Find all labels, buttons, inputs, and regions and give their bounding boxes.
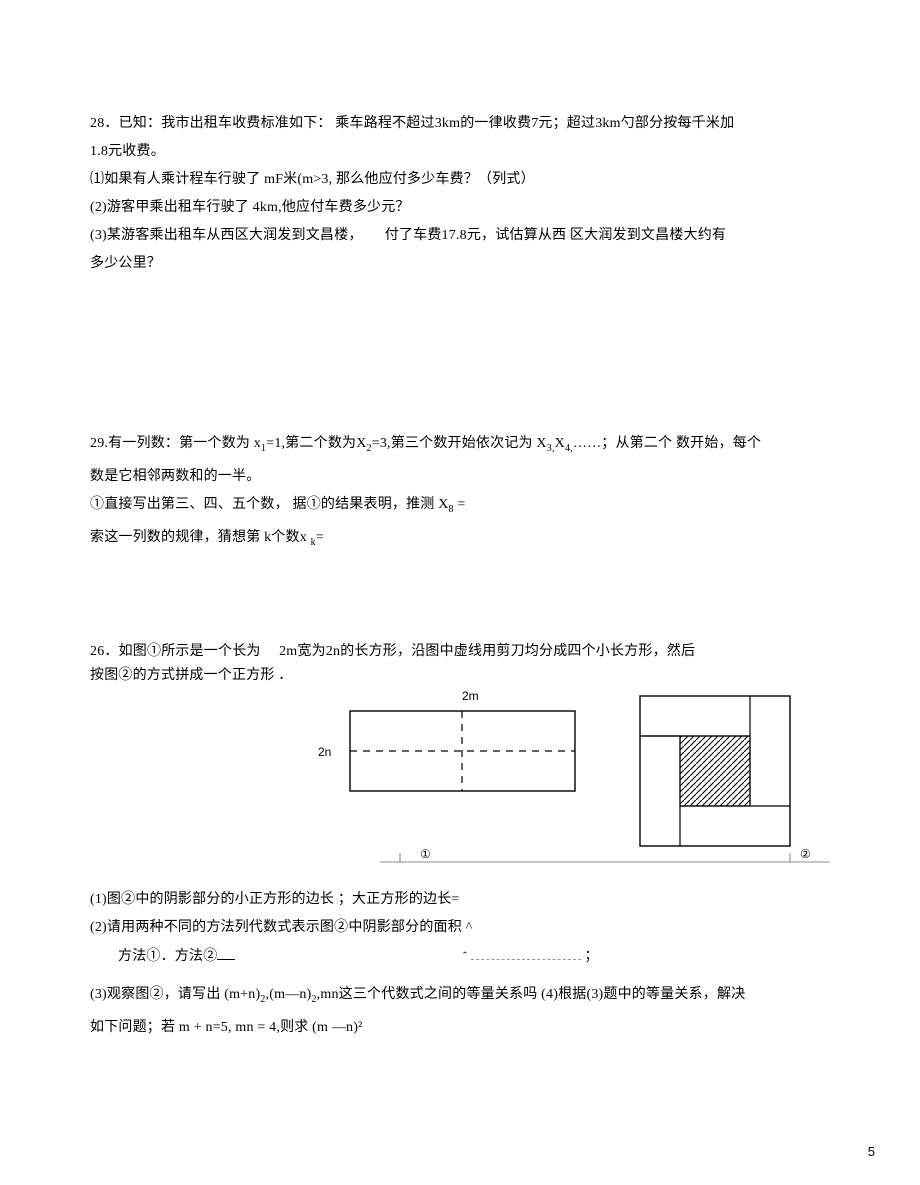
- problem-29: 29.有一列数：第一个数为 x1=1,第二个数为X2=3,第三个数开始依次记为 …: [90, 430, 830, 556]
- q26-f3b: ；: [584, 949, 598, 964]
- q29-l1b: =1,第二个数为X: [266, 436, 366, 451]
- q29-l3a: ①直接写出第三、四、五个数， 据①的结果表明，推测 X: [90, 497, 449, 512]
- blank-1: [217, 947, 235, 960]
- q28-number: 28: [90, 116, 104, 131]
- q26-f4c: ,mn这三个代数式之间的等量关系吗 (4)根据(3)题中的等量关系，解决: [317, 987, 746, 1002]
- label-2m: 2m: [462, 689, 479, 703]
- q26-l2: 按图②的方式拼成一个正方形 ．: [90, 666, 830, 686]
- caret-1: ˆ: [463, 949, 467, 963]
- q28-l5: 多少公里？: [90, 250, 830, 278]
- q29-l2: 数是它相邻两数和的一半。: [90, 463, 830, 491]
- q26-f1: (1)图②中的阴影部分的小正方形的边长 ；大正方形的边长=: [90, 886, 830, 914]
- q28-l4a: (3)某游客乘出租车从西区大润发到文昌楼，: [90, 228, 363, 243]
- problem-28: 28．已知：我市出租车收费标准如下： 乘车路程不超过3km的一律收费7元；超过3…: [90, 110, 830, 278]
- hatched-center: [680, 736, 750, 806]
- page-number: 5: [868, 1144, 875, 1159]
- q29-l1e: ……；从第二个 数开始，每个: [573, 436, 761, 451]
- problem-26: 26．如图①所示是一个长为 2m宽为2n的长方形，沿图中虚线用剪刀均分成四个小长…: [90, 638, 830, 1042]
- q29-l4a: 索这一列数的规律，猜想第 k个数x: [90, 530, 311, 545]
- label-circle-1: ①: [420, 847, 431, 861]
- q29-sub3: 3,: [547, 443, 555, 454]
- q26-f2: (2)请用两种不同的方法列代数式表示图②中阴影部分的面积 ^: [90, 914, 830, 942]
- label-2n: 2n: [318, 745, 331, 759]
- spacer-1: [90, 290, 830, 430]
- q26-f4a: (3)观察图②，请写出 (m+n): [90, 987, 260, 1002]
- q28-l2: ⑴如果有人乘计程车行驶了 mF米(m>3, 那么他应付多少车费？（列式）: [90, 166, 830, 194]
- q29-line4: 索这一列数的规律，猜想第 k个数x k=: [90, 524, 830, 557]
- q26-f4b: ,(m—n): [266, 987, 312, 1002]
- q29-line3: ①直接写出第三、四、五个数， 据①的结果表明，推测 X8 =: [90, 491, 830, 524]
- q29-l1c: =3,第三个数开始依次记为 X: [372, 436, 547, 451]
- page: 28．已知：我市出租车收费标准如下： 乘车路程不超过3km的一律收费7元；超过3…: [0, 0, 920, 1185]
- q26-f4: (3)观察图②，请写出 (m+n)2,(m—n)2,mn这三个代数式之间的等量关…: [90, 981, 830, 1014]
- q28-line1: 28．已知：我市出租车收费标准如下： 乘车路程不超过3km的一律收费7元；超过3…: [90, 110, 830, 138]
- q29-sub4: 4,: [565, 443, 573, 454]
- q26-number: 26: [90, 644, 104, 659]
- q28-l1b: 1.8元收费。: [90, 138, 830, 166]
- q26-f5: 如下问题；若 m + n=5, mn = 4,则求 (m —n)²: [90, 1014, 830, 1042]
- figure-container: 2m 2n: [90, 686, 830, 886]
- q29-l1d: X: [555, 436, 565, 451]
- q29-l4b: =: [316, 530, 324, 545]
- dotline-1: [471, 949, 581, 960]
- q29-number: 29.: [90, 436, 108, 451]
- spacer-3: [90, 971, 830, 981]
- q28-l1a: ．已知：我市出租车收费标准如下： 乘车路程不超过3km的一律收费7元；超过3km…: [104, 116, 734, 131]
- q29-l1a: 有一列数：第一个数为 x: [108, 436, 261, 451]
- q26-f3a: 方法①．方法②: [118, 949, 217, 964]
- label-circle-2: ②: [800, 847, 811, 861]
- q28-l4b: 付了车费17.8元，试估算从西 区大润发到文昌楼大约有: [385, 228, 726, 243]
- q28-l4: (3)某游客乘出租车从西区大润发到文昌楼， 付了车费17.8元，试估算从西 区大…: [90, 222, 830, 250]
- q26-l1b: 2m宽为2n的长方形，沿图中虚线用剪刀均分成四个小长方形，然后: [279, 644, 695, 659]
- figure-svg: 2m 2n: [90, 686, 830, 886]
- q28-l3: (2)游客甲乘出租车行驶了 4km,他应付车费多少元？: [90, 194, 830, 222]
- q29-l3b: =: [454, 497, 466, 512]
- q26-f3: 方法①．方法② ˆ ；: [90, 942, 830, 971]
- q26-l1a: ．如图①所示是一个长为: [104, 644, 260, 659]
- spacer-2: [90, 568, 830, 638]
- square-rearranged: [640, 696, 790, 846]
- q29-line1: 29.有一列数：第一个数为 x1=1,第二个数为X2=3,第三个数开始依次记为 …: [90, 430, 830, 463]
- q26-line1: 26．如图①所示是一个长为 2m宽为2n的长方形，沿图中虚线用剪刀均分成四个小长…: [90, 638, 830, 666]
